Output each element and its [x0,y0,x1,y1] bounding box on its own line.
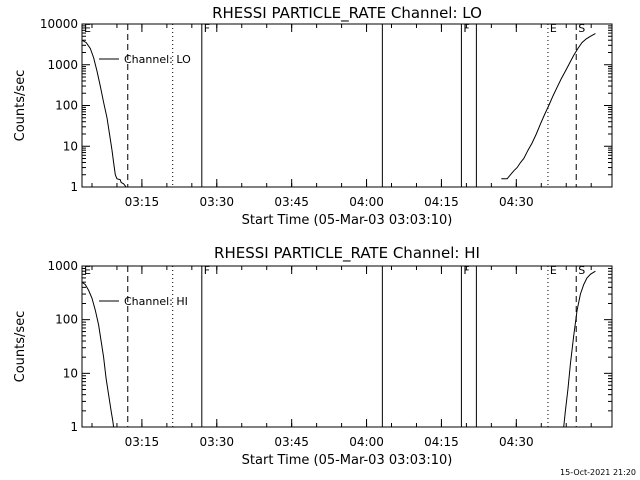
y-axis-label: Counts/sec [13,70,28,142]
marker-label: F [463,22,469,35]
x-tick-label: 04:00 [349,195,384,209]
y-axis-label: Counts/sec [13,311,28,383]
marker-label: F [204,264,210,277]
y-tick-label: 1 [70,420,78,434]
chart-panel-2: RHESSI PARTICLE_RATE Channel: HI 1 10 100 10… [13,244,613,468]
x-tick-label: 04:30 [499,195,534,209]
x-tick-label: 03:30 [199,195,234,209]
y-tick-label: 1 [70,180,78,194]
y-tick-label: 10 [63,139,78,153]
x-tick-label: 03:15 [125,195,160,209]
marker-label: S [578,264,585,277]
marker-label: E [550,22,557,35]
y-tick-label: 100 [55,99,78,113]
series-line [81,281,115,428]
marker-label: F [204,22,210,35]
marker-label: E [550,264,557,277]
y-tick-label: 1000 [47,58,78,72]
y-tick-label: 10000 [40,17,78,31]
chart-title: RHESSI PARTICLE_RATE Channel: LO [212,4,482,23]
y-tick-label: 1000 [47,259,78,273]
x-tick-label: 04:15 [424,435,459,449]
series-line [563,270,596,428]
timestamp-label: 15-Oct-2021 21:20 [560,468,636,477]
x-tick-label: 04:00 [349,435,384,449]
marker-label: E [84,264,91,277]
chart-title: RHESSI PARTICLE_RATE Channel: HI [214,244,480,263]
x-tick-label: 03:30 [199,435,234,449]
y-tick-label: 10 [63,366,78,380]
x-axis-label: Start Time (05-Mar-03 03:03:10) [242,453,453,468]
x-tick-label: 04:15 [424,195,459,209]
marker-label: F [463,264,469,277]
x-tick-label: 03:45 [274,195,309,209]
marker-label: E [84,22,91,35]
legend-label: Channel: HI [124,295,188,308]
x-tick-label: 03:45 [274,435,309,449]
chart-panel-1: RHESSI PARTICLE_RATE Channel: LO 1 10 100 10… [13,4,613,228]
series-line [501,33,596,180]
legend-label: Channel: LO [124,53,191,66]
marker-label: S [578,22,585,35]
x-tick-label: 03:15 [125,435,160,449]
y-tick-label: 100 [55,313,78,327]
x-tick-label: 04:30 [499,435,534,449]
x-axis-label: Start Time (05-Mar-03 03:03:10) [242,213,453,228]
series-line [81,39,127,188]
